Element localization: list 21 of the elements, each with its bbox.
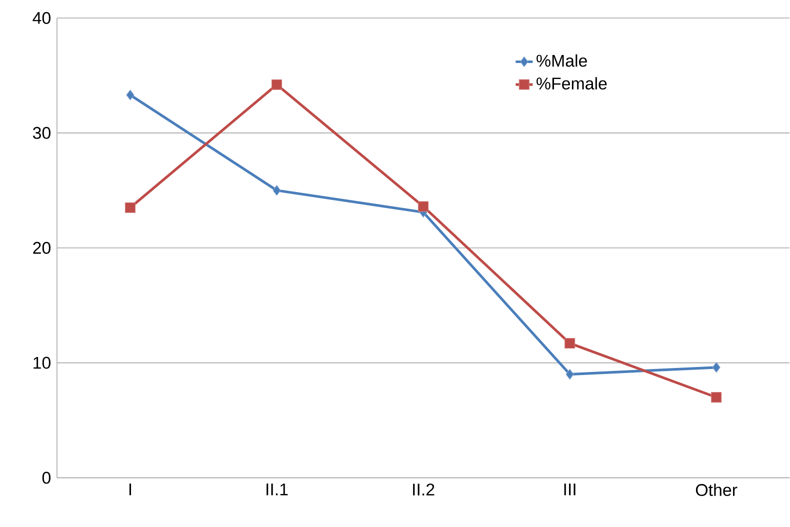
- x-tick-label: II.1: [266, 484, 288, 496]
- legend-label: %Male: [536, 54, 587, 67]
- x-tick-label: I: [129, 484, 132, 496]
- x-tick-label: III: [564, 484, 576, 496]
- y-tick-label: 30: [32, 127, 50, 140]
- y-tick-label: 10: [34, 356, 50, 369]
- legend-label: %Female: [536, 77, 607, 90]
- y-tick-label: 20: [33, 242, 50, 254]
- y-tick-label: 40: [32, 12, 50, 24]
- y-tick-label: 0: [42, 472, 50, 484]
- point: [418, 201, 429, 212]
- point: [272, 185, 281, 196]
- point: [126, 90, 134, 100]
- point: [566, 369, 574, 380]
- point: [564, 338, 576, 349]
- x-tick-label: II.2: [413, 484, 434, 496]
- point: [712, 362, 720, 373]
- point: [124, 202, 136, 214]
- point: [711, 392, 722, 403]
- x-tick-label: Other: [696, 484, 738, 496]
- point: [271, 80, 282, 90]
